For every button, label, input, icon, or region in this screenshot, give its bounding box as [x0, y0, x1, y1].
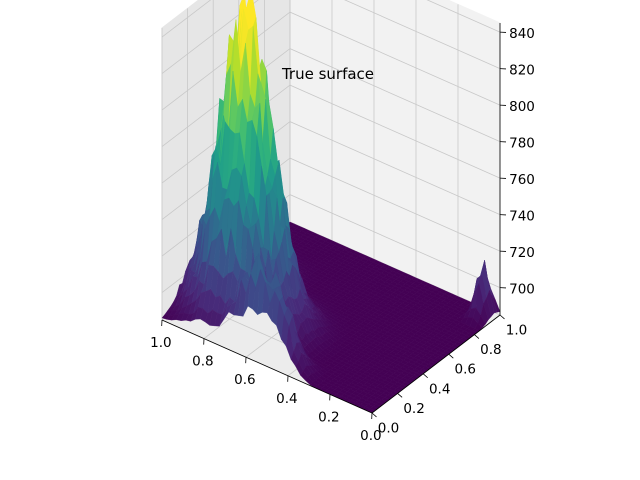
- z-axis-ticks: 700 720 740 760 780 800 820 840: [499, 26, 535, 298]
- y-tick-mark: [371, 412, 377, 418]
- surface-mesh: [161, 0, 501, 414]
- x-tick-label: 1.0: [150, 335, 171, 351]
- y-tick-label: 1.0: [506, 323, 527, 339]
- axis-lines: [161, 23, 501, 414]
- x-tick-label: 0.6: [234, 372, 255, 388]
- x-axis-ticks: 0.0 0.2 0.4 0.6 0.8 1.0: [150, 319, 382, 444]
- y-tick-mark: [474, 334, 480, 339]
- z-tick-label: 740: [509, 209, 535, 225]
- y-tick-label: 0.6: [455, 362, 476, 378]
- y-tick-mark: [448, 353, 454, 359]
- z-gridline: [161, 121, 501, 220]
- y-tick-mark: [422, 373, 428, 379]
- y-tick-label: 0.0: [378, 421, 399, 437]
- z-gridline: [161, 11, 501, 111]
- z-tick-label: 800: [509, 99, 535, 115]
- x-tick-label: 0.8: [192, 354, 213, 370]
- z-gridline: [161, 0, 501, 38]
- y-axis-ticks: 0.00.2 0.4 0.60.8 1.0: [371, 314, 527, 437]
- z-tick-label: 780: [509, 136, 535, 152]
- y-tick-label: 0.4: [429, 381, 450, 397]
- z-tick-label: 840: [509, 26, 535, 42]
- z-tick-label: 720: [509, 245, 535, 261]
- z-tick-label: 760: [509, 172, 535, 188]
- y-tick-label: 0.8: [480, 342, 501, 358]
- z-gridline: [161, 48, 501, 147]
- x-tick-label: 0.4: [276, 391, 297, 407]
- z-tick-label: 700: [509, 282, 535, 298]
- z-gridline: [161, 0, 501, 74]
- y-tick-label: 0.2: [403, 401, 424, 417]
- x-tick-label: 0.2: [318, 409, 339, 425]
- y-tick-mark: [499, 314, 505, 320]
- x-axis-line: [161, 319, 373, 414]
- z-tick-label: 820: [509, 63, 535, 79]
- chart-title: True surface: [281, 65, 374, 83]
- y-axis-line: [371, 314, 501, 414]
- y-tick-mark: [397, 393, 403, 398]
- z-gridline: [161, 84, 501, 184]
- x-tick-label: 0.0: [360, 428, 381, 444]
